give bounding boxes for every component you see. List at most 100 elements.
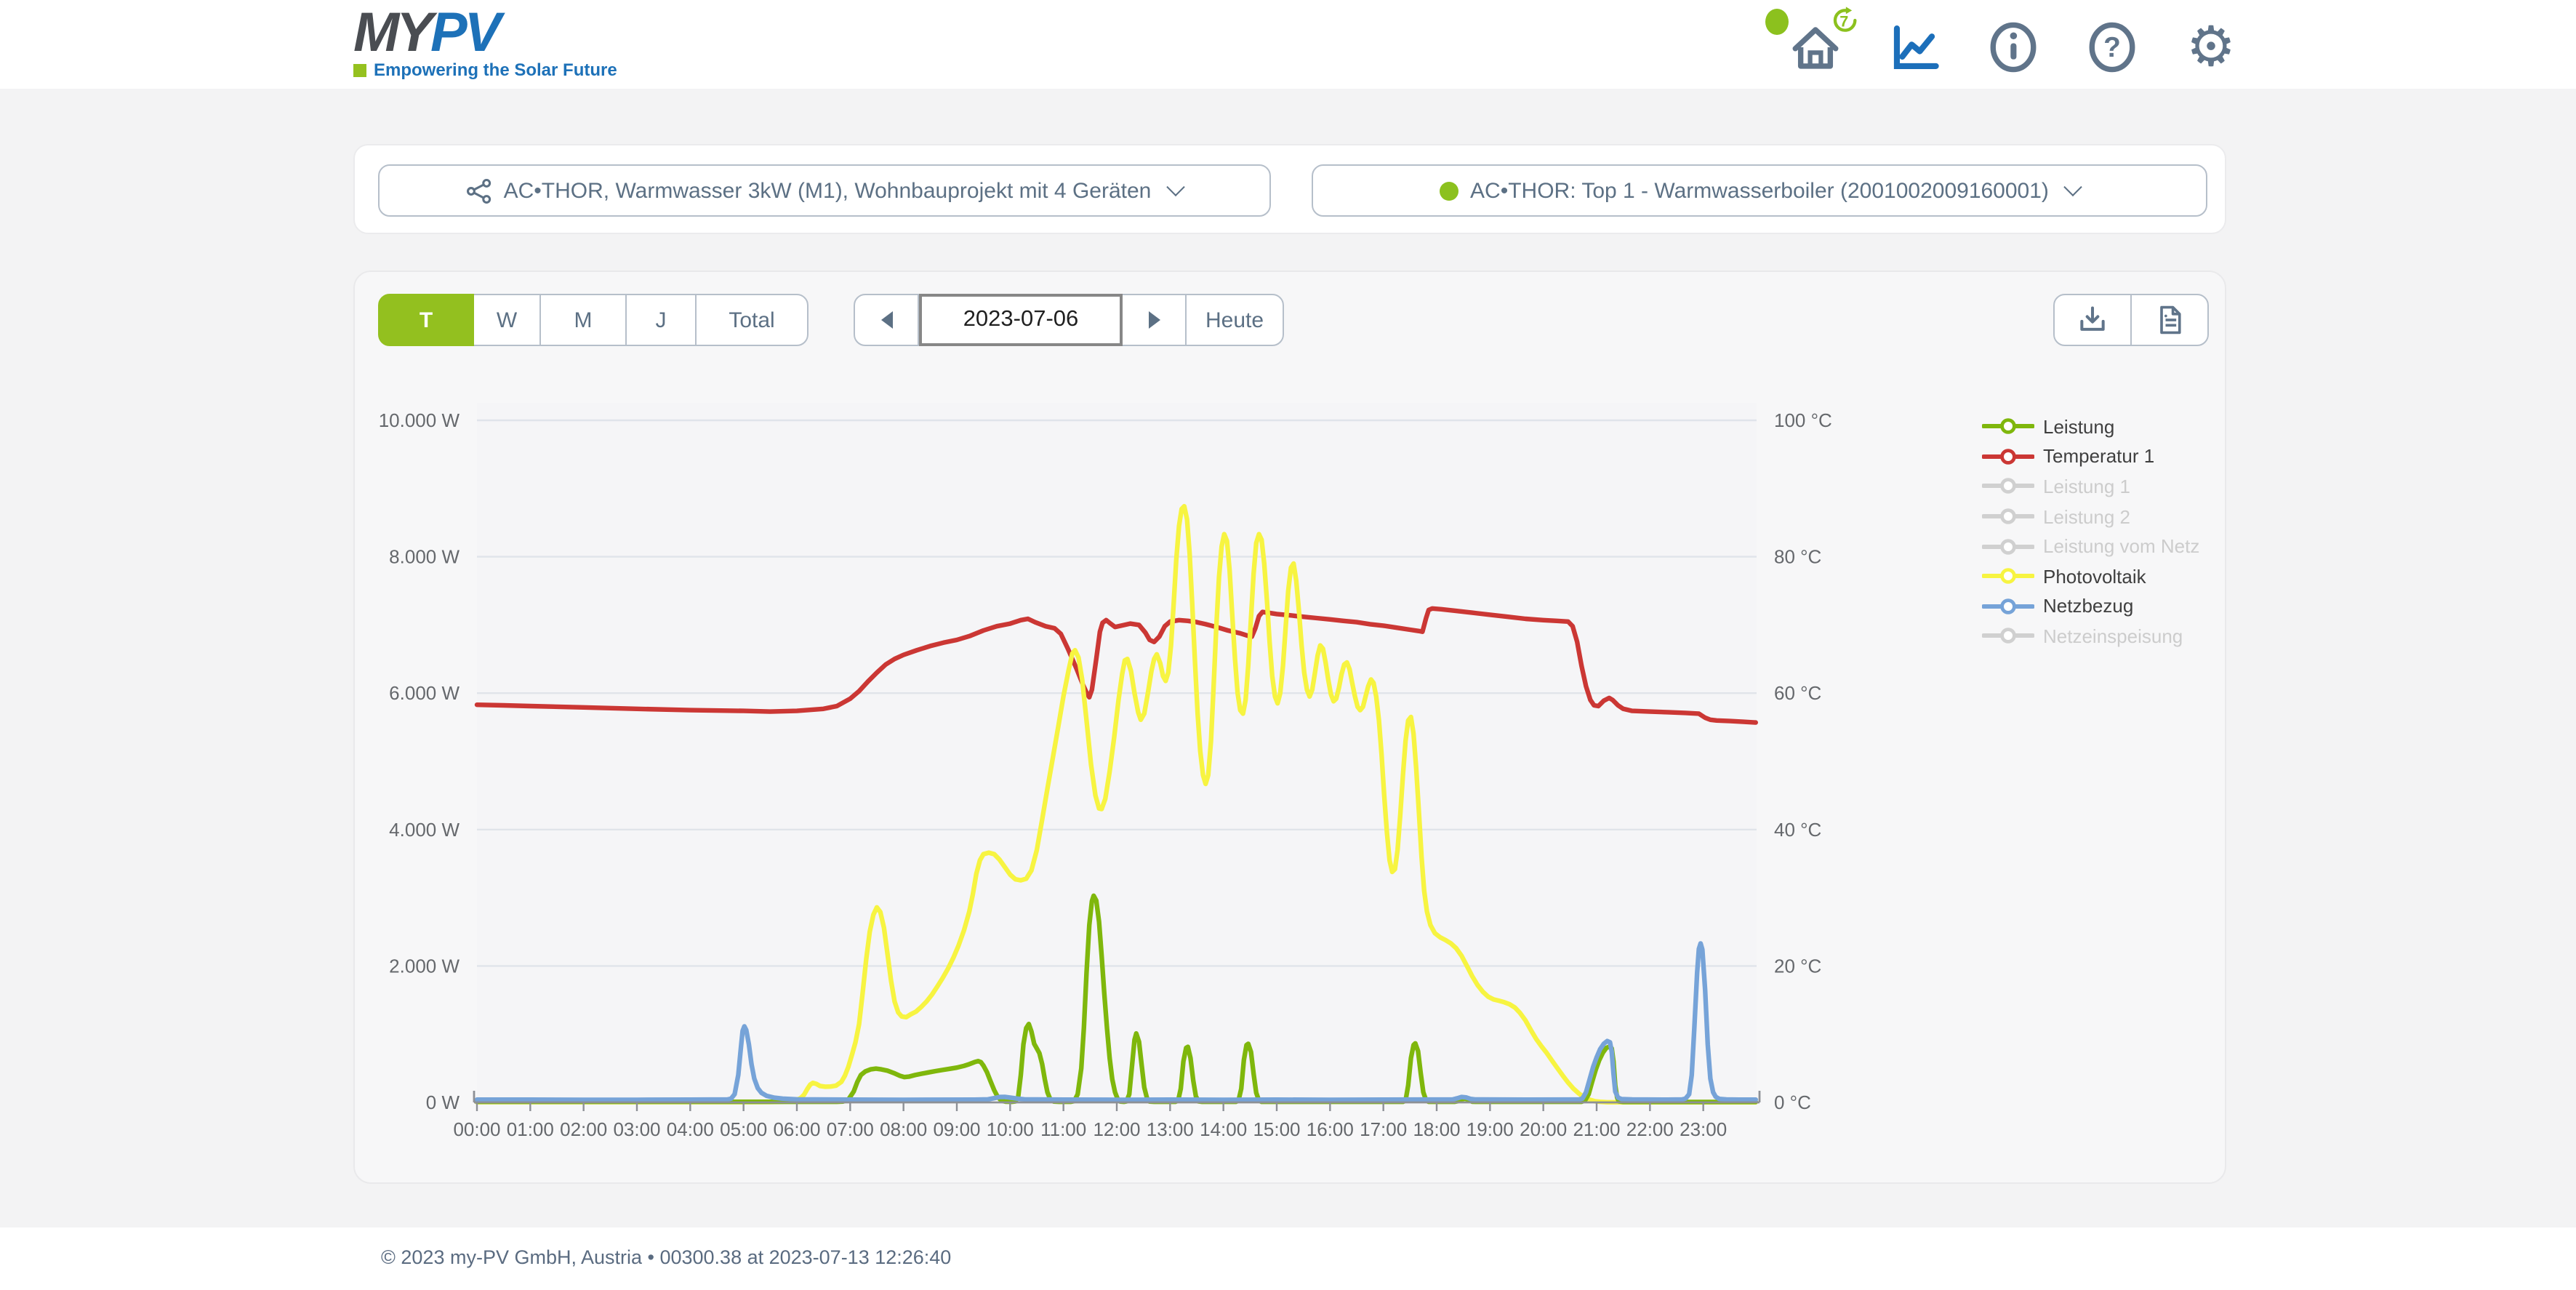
device-label: AC•THOR: Top 1 - Warmwasserboiler (20010…	[1470, 178, 2049, 203]
series-line-photovoltaik	[474, 503, 1759, 1105]
legend-marker-icon	[1982, 418, 2034, 435]
settings-button[interactable]: ⚙	[2184, 15, 2238, 79]
range-button-j[interactable]: J	[625, 294, 697, 346]
export-group	[2053, 294, 2208, 346]
svg-text:7: 7	[1839, 12, 1848, 30]
legend-marker-icon	[1982, 538, 2034, 555]
x-axis-label: 04:00	[667, 1118, 714, 1140]
legend-item-leistung-2[interactable]: Leistung 2	[1982, 502, 2199, 532]
device-online-dot	[1440, 181, 1459, 200]
logo-tagline-row: Empowering the Solar Future	[353, 60, 617, 80]
x-axis-label: 20:00	[1520, 1118, 1567, 1140]
range-button-total[interactable]: Total	[695, 294, 808, 346]
arrow-left-icon	[880, 311, 892, 329]
legend-item-leistung-1[interactable]: Leistung 1	[1982, 471, 2199, 501]
charts-button[interactable]	[1887, 20, 1941, 74]
x-axis-label: 23:00	[1680, 1118, 1727, 1140]
document-icon	[2159, 305, 2180, 334]
device-group-label: AC•THOR, Warmwasser 3kW (M1), Wohnbaupro…	[503, 178, 1152, 203]
legend-item-netzeinspeisung[interactable]: Netzeinspeisung	[1982, 621, 2199, 651]
x-axis-label: 15:00	[1253, 1118, 1300, 1140]
legend-label: Leistung	[2043, 415, 2115, 438]
logo-wordmark: MYPV	[353, 6, 617, 61]
y-axis-temp-label: 80 °C	[1774, 546, 1821, 568]
legend-marker-icon	[1982, 598, 2034, 614]
x-axis-label: 21:00	[1573, 1118, 1620, 1140]
report-button[interactable]	[2130, 294, 2208, 346]
plot-background	[477, 403, 1757, 1102]
legend-item-temperatur-1[interactable]: Temperatur 1	[1982, 441, 2199, 471]
x-axis-label: 17:00	[1360, 1118, 1407, 1140]
logo-pv: PV	[430, 3, 501, 64]
info-icon	[1990, 22, 2037, 73]
legend-item-leistung[interactable]: Leistung	[1982, 412, 2199, 441]
y-axis-watt-label: 8.000 W	[389, 546, 460, 568]
today-button[interactable]: Heute	[1185, 294, 1284, 346]
x-axis-label: 02:00	[560, 1118, 607, 1140]
chart-area: 0 W 0 °C 2.000 W 20 °C 4.000 W 40 °C 6.000 W 60…	[355, 374, 2228, 1166]
y-axis-watt-label: 6.000 W	[389, 682, 460, 704]
logo-green-square-icon	[353, 63, 366, 76]
chevron-down-icon	[2063, 177, 2082, 196]
range-button-group: T W M J Total	[378, 294, 808, 346]
line-chart-icon	[1893, 25, 1939, 69]
legend-label: Photovoltaik	[2043, 565, 2146, 588]
x-axis-label: 10:00	[987, 1118, 1034, 1140]
download-icon	[2080, 306, 2105, 331]
chart-plot[interactable]: 0 W 0 °C 2.000 W 20 °C 4.000 W 40 °C 6.000 W 60…	[355, 374, 2228, 1166]
y-axis-watt-label: 10.000 W	[379, 409, 460, 431]
device-selector-card: AC•THOR, Warmwasser 3kW (M1), Wohnbaupro…	[353, 144, 2226, 234]
x-axis-label: 11:00	[1040, 1118, 1086, 1140]
logo[interactable]: MYPV Empowering the Solar Future	[353, 6, 617, 80]
y-axis-temp-label: 20 °C	[1774, 955, 1821, 977]
gear-icon: ⚙	[2186, 15, 2236, 79]
chart-card: T W M J Total 2023-07-06 Heute	[353, 271, 2226, 1184]
device-dropdown[interactable]: AC•THOR: Top 1 - Warmwasserboiler (20010…	[1312, 164, 2207, 217]
range-button-m[interactable]: M	[539, 294, 627, 346]
x-axis-label: 14:00	[1200, 1118, 1247, 1140]
x-axis-label: 06:00	[773, 1118, 820, 1140]
download-button[interactable]	[2053, 294, 2132, 346]
header: MYPV Empowering the Solar Future 7	[0, 0, 2576, 89]
y-axis-temp-label: 0 °C	[1774, 1091, 1811, 1113]
legend-marker-icon	[1982, 448, 2034, 465]
info-button[interactable]	[1986, 20, 2040, 74]
x-axis-label: 19:00	[1466, 1118, 1514, 1140]
svg-text:?: ?	[2103, 32, 2121, 63]
refresh-countdown-icon: 7	[1833, 7, 1857, 32]
legend-marker-icon	[1982, 628, 2034, 644]
legend-marker-icon	[1982, 568, 2034, 585]
arrow-right-icon	[1148, 311, 1160, 329]
range-button-w[interactable]: W	[472, 294, 542, 346]
date-input[interactable]: 2023-07-06	[919, 294, 1123, 346]
series-line-temperatur-1	[474, 606, 1759, 725]
chart-toolbar: T W M J Total 2023-07-06 Heute	[355, 294, 2225, 346]
x-axis-label: 09:00	[933, 1118, 980, 1140]
legend-item-netzbezug[interactable]: Netzbezug	[1982, 591, 2199, 621]
footer-text: © 2023 my-PV GmbH, Austria • 00300.38 at…	[381, 1246, 952, 1268]
y-axis-watt-label: 0 W	[426, 1091, 460, 1113]
device-group-dropdown[interactable]: AC•THOR, Warmwasser 3kW (M1), Wohnbaupro…	[378, 164, 1271, 217]
x-axis-label: 22:00	[1626, 1118, 1674, 1140]
x-axis-label: 01:00	[507, 1118, 554, 1140]
prev-day-button[interactable]	[854, 294, 919, 346]
x-axis-label: 08:00	[880, 1118, 927, 1140]
legend-label: Leistung 2	[2043, 505, 2130, 528]
next-day-button[interactable]	[1120, 294, 1187, 346]
legend-item-leistung-vom-netz[interactable]: Leistung vom Netz	[1982, 532, 2199, 561]
legend-item-photovoltaik[interactable]: Photovoltaik	[1982, 561, 2199, 591]
x-axis-label: 03:00	[613, 1118, 660, 1140]
date-nav-group: 2023-07-06 Heute	[854, 294, 1284, 346]
chart-legend: Leistung Temperatur 1 Leistung 1 Leistung 2…	[1982, 412, 2199, 652]
y-axis-watt-label: 4.000 W	[389, 819, 460, 841]
legend-label: Temperatur 1	[2043, 445, 2155, 468]
footer: © 2023 my-PV GmbH, Austria • 00300.38 at…	[0, 1227, 2576, 1290]
y-axis-temp-label: 60 °C	[1774, 682, 1821, 704]
x-axis-label: 13:00	[1147, 1118, 1194, 1140]
home-icon	[1792, 27, 1839, 69]
range-button-t[interactable]: T	[378, 294, 474, 346]
home-button[interactable]: 7	[1765, 7, 1857, 74]
help-button[interactable]: ?	[2085, 20, 2139, 74]
online-status-dot	[1765, 9, 1789, 35]
